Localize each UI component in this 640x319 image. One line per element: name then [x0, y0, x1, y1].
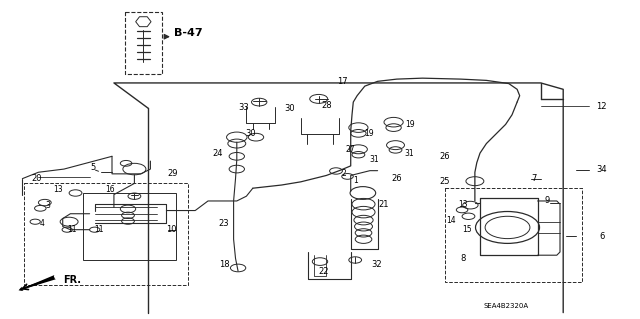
Bar	[24, 183, 188, 285]
Text: 5: 5	[90, 163, 95, 172]
Text: 6: 6	[599, 232, 604, 241]
Text: 26: 26	[440, 152, 450, 161]
Text: 28: 28	[321, 101, 332, 110]
Text: 8: 8	[461, 254, 466, 263]
Bar	[83, 193, 176, 260]
Text: 10: 10	[166, 225, 177, 234]
Text: 33: 33	[238, 103, 248, 112]
Text: 20: 20	[32, 174, 42, 183]
Text: 13: 13	[52, 185, 63, 194]
Text: 11: 11	[67, 225, 76, 234]
Text: 27: 27	[346, 145, 356, 154]
Text: 17: 17	[337, 77, 348, 86]
Text: FR.: FR.	[63, 275, 81, 285]
Bar	[125, 12, 162, 74]
Text: 11: 11	[95, 225, 104, 234]
Text: 19: 19	[364, 130, 374, 138]
Text: 1: 1	[353, 176, 358, 185]
Text: 4: 4	[39, 219, 44, 228]
Text: 31: 31	[404, 149, 415, 158]
Text: 13: 13	[458, 200, 468, 209]
Text: 16: 16	[105, 185, 115, 194]
Text: B-47: B-47	[175, 28, 203, 39]
Text: 2: 2	[342, 169, 347, 178]
Text: 24: 24	[212, 149, 223, 158]
Text: 34: 34	[596, 165, 607, 174]
Text: 12: 12	[596, 102, 607, 111]
Text: 18: 18	[219, 260, 229, 269]
Text: 3: 3	[45, 201, 51, 210]
Bar	[445, 188, 582, 282]
Text: 23: 23	[219, 219, 229, 228]
Text: 26: 26	[392, 174, 402, 183]
Text: 25: 25	[440, 177, 450, 186]
Text: 30: 30	[246, 130, 256, 138]
Text: 21: 21	[379, 200, 389, 209]
Text: 31: 31	[369, 155, 380, 164]
Text: 29: 29	[168, 169, 178, 178]
Text: 30: 30	[285, 104, 295, 113]
Text: 14: 14	[446, 216, 456, 225]
Text: 19: 19	[404, 120, 415, 129]
Text: 22: 22	[318, 267, 328, 276]
Text: 32: 32	[371, 260, 381, 269]
Text: 9: 9	[545, 197, 550, 205]
Text: 7: 7	[532, 174, 537, 183]
Text: 15: 15	[462, 225, 472, 234]
Text: SEA4B2320A: SEA4B2320A	[483, 303, 528, 309]
